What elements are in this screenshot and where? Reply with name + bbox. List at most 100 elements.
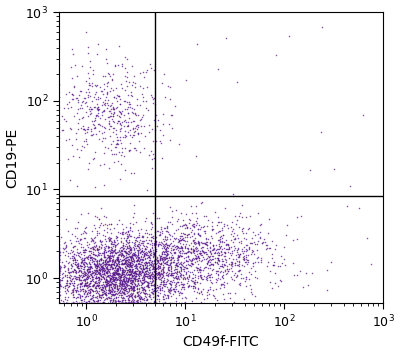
Point [235,251,241,257]
Point [119,282,125,288]
Point [177,253,183,258]
Point [63,300,70,306]
Point [235,235,241,241]
Point [128,253,134,258]
Point [259,241,265,246]
Point [91,240,98,246]
Point [82,276,89,282]
Point [178,268,184,273]
Point [78,268,84,274]
Point [78,260,84,266]
Point [107,295,114,300]
Point [236,254,242,260]
Point [143,237,149,242]
Point [215,261,221,267]
Point [182,225,188,231]
Point [123,300,129,306]
Point [181,300,188,306]
Point [130,258,137,263]
Point [121,118,127,124]
Point [98,244,104,249]
Point [146,273,152,279]
Point [66,274,73,279]
Point [151,261,158,266]
Point [155,271,162,276]
Point [106,238,112,244]
Point [121,290,128,296]
Point [111,283,118,288]
Point [125,245,131,251]
Point [214,255,221,261]
Point [118,266,125,271]
Point [84,271,90,277]
Point [86,284,92,289]
Point [107,88,113,94]
Point [122,294,129,299]
Point [134,290,140,296]
Point [117,230,123,236]
Point [127,260,133,266]
Point [150,299,157,305]
Point [117,251,123,256]
Point [104,282,110,288]
Point [128,291,135,297]
Point [221,256,228,261]
Point [142,288,148,293]
Point [225,255,232,261]
Point [88,110,94,115]
Point [77,284,84,290]
Point [105,236,112,241]
Point [173,243,179,248]
Point [142,288,148,294]
Point [122,106,128,112]
Point [98,300,105,306]
Point [145,273,152,279]
Point [116,271,122,277]
Point [159,285,165,290]
Point [163,293,170,298]
Point [192,247,199,252]
Point [121,269,127,274]
Point [104,268,111,274]
Point [71,251,77,257]
Point [131,297,137,303]
Point [163,279,170,285]
Point [106,121,112,127]
Point [148,226,154,232]
Point [214,66,221,72]
Point [150,265,156,271]
Point [138,266,144,272]
Point [97,220,104,226]
Point [140,286,146,292]
Point [98,256,104,262]
Point [132,245,139,251]
Point [107,277,113,283]
Point [55,291,62,297]
Point [121,260,127,266]
Point [111,238,118,244]
Point [118,269,125,275]
Point [200,249,206,255]
Point [92,279,98,285]
Point [109,292,115,298]
Point [192,274,199,280]
Point [112,297,118,302]
Point [120,231,126,236]
Point [72,260,79,265]
Point [222,237,229,243]
Point [173,273,179,278]
Point [138,257,145,263]
Point [192,252,198,258]
Point [106,295,112,301]
Point [137,249,144,255]
Point [105,254,111,260]
Point [104,280,111,286]
Point [168,254,174,260]
Point [141,300,148,306]
Point [198,275,204,281]
Point [126,275,132,281]
Point [111,288,117,294]
Point [237,282,244,288]
Point [108,238,114,244]
Point [122,285,128,291]
